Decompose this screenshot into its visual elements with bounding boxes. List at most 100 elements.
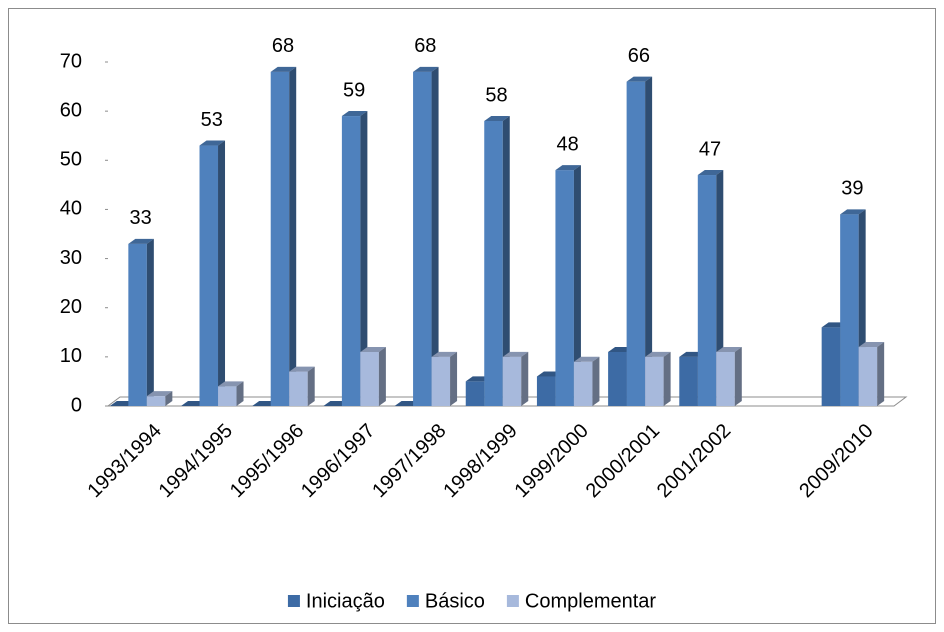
legend-label: Complementar	[525, 590, 657, 612]
legend-swatch	[287, 595, 300, 607]
y-tick-label: 30	[60, 247, 82, 269]
bar-top	[626, 76, 653, 82]
legend-label: Iniciação	[306, 590, 385, 612]
bar-side	[360, 111, 368, 407]
bar-front	[573, 361, 593, 406]
bar-top	[555, 165, 581, 171]
bar-front	[679, 356, 698, 406]
bar-front	[341, 116, 361, 407]
bar-front	[465, 381, 485, 406]
bar-front	[199, 145, 219, 407]
bar-front	[146, 396, 166, 406]
bar-side	[289, 66, 297, 406]
bar	[502, 351, 529, 406]
bar-side	[716, 170, 724, 406]
bar	[716, 346, 742, 406]
data-label: 58	[485, 84, 507, 106]
bar-side	[877, 342, 885, 406]
data-label: 68	[414, 35, 436, 57]
bar-front	[536, 376, 556, 406]
bar-top	[645, 351, 671, 357]
data-label: 59	[343, 79, 365, 101]
data-label: 48	[557, 133, 579, 155]
data-label: 66	[628, 45, 650, 67]
bar-front	[218, 386, 237, 406]
bar-front	[608, 351, 627, 406]
bar-front	[502, 356, 522, 406]
bar-top	[341, 111, 368, 117]
bar-top	[270, 66, 297, 72]
bar-top	[218, 381, 244, 387]
bar-top	[573, 356, 600, 362]
data-label: 47	[699, 138, 721, 160]
y-tick-label: 20	[60, 296, 82, 318]
bar-front	[484, 120, 503, 406]
bar	[360, 346, 386, 406]
legend-label: Básico	[425, 590, 485, 612]
bar-front	[821, 327, 841, 406]
bar	[341, 111, 368, 407]
bar	[858, 342, 885, 406]
bar-top	[431, 351, 458, 357]
bar-top	[716, 346, 742, 352]
bar-top	[146, 391, 173, 397]
bar-side	[663, 351, 671, 406]
data-label: 33	[129, 207, 151, 229]
bar-side	[645, 76, 653, 407]
bar-front	[626, 81, 646, 407]
bar-side	[734, 346, 742, 406]
bar	[199, 140, 226, 407]
data-label: 68	[272, 35, 294, 57]
bar-front	[697, 175, 717, 406]
bar-side	[307, 366, 315, 406]
bar	[645, 351, 671, 406]
bar-side	[378, 346, 386, 406]
bar-top	[128, 238, 154, 244]
bar-top	[840, 209, 866, 215]
bar	[555, 165, 581, 406]
bar-front	[858, 347, 878, 406]
bar	[270, 66, 297, 406]
legend-item: Básico	[406, 590, 485, 612]
legend-item: Complementar	[506, 590, 657, 612]
bar-side	[573, 165, 581, 406]
bar-side	[502, 115, 510, 406]
bar	[289, 366, 315, 406]
bar	[218, 381, 244, 406]
legend-swatch	[406, 595, 419, 607]
bar	[413, 66, 439, 406]
bar-top	[858, 342, 885, 348]
bar-front	[289, 371, 308, 406]
legend-item: Iniciação	[287, 590, 385, 612]
bar	[146, 391, 173, 406]
bar-side	[165, 391, 173, 406]
bar-front	[645, 356, 664, 406]
bar-front	[360, 351, 379, 406]
bar-side	[218, 140, 226, 407]
bar-front	[270, 71, 290, 406]
bar-top	[413, 66, 439, 72]
bar-front	[413, 71, 432, 406]
bar	[626, 76, 653, 407]
bar-front	[431, 356, 451, 406]
bar-side	[450, 351, 458, 406]
data-label: 53	[201, 109, 223, 131]
y-tick-label: 40	[60, 198, 82, 220]
bar	[431, 351, 458, 406]
y-tick-label: 70	[60, 50, 82, 72]
bar	[128, 238, 154, 406]
bar-side	[592, 356, 600, 406]
y-tick-label: 10	[60, 345, 82, 367]
bar-front	[128, 243, 147, 406]
bar-front	[840, 214, 859, 406]
bar-top	[697, 170, 724, 176]
bar-side	[431, 66, 439, 406]
bar	[697, 170, 724, 406]
bar	[573, 356, 600, 406]
bar-top	[502, 351, 529, 357]
bar-front	[555, 170, 574, 406]
bar-top	[484, 115, 510, 121]
chart-border	[8, 8, 936, 624]
